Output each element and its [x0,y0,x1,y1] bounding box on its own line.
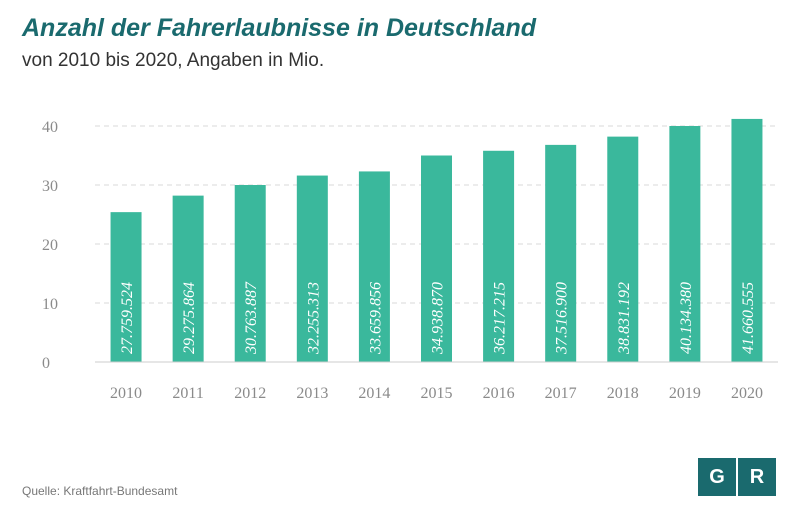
chart-title: Anzahl der Fahrerlaubnisse in Deutschlan… [22,14,537,42]
bar-2014 [358,171,390,362]
x-tick-label: 2018 [607,385,639,402]
bar-data-label: 27.759.524 [119,282,136,354]
x-tick-label: 2010 [110,385,142,402]
bars [110,118,763,362]
bar-data-label: 29.275.864 [181,282,198,354]
bar-data-label: 32.255.313 [305,282,322,355]
publisher-logo: G R [698,458,776,496]
bar-2017 [545,144,577,362]
bar-2011 [172,195,204,362]
x-axis-ticks: 2010 2011 2012 2013 2014 2015 2016 2017 2018 2019… [110,385,763,402]
x-tick-label: 2020 [731,385,763,402]
bar-data-labels: 27.759.524 29.275.864 30.763.887 32.255.313… [119,281,757,355]
y-tick-label: 10 [42,296,58,313]
chart-subtitle: von 2010 bis 2020, Angaben in Mio. [22,50,325,71]
x-tick-label: 2019 [669,385,701,402]
source-note: Quelle: Kraftfahrt-Bundesamt [22,484,178,498]
grid-lines [95,125,778,304]
bar-data-label: 33.659.856 [367,282,384,355]
bar-2012 [234,185,266,362]
bar-2015 [421,155,452,362]
y-tick-label: 0 [42,355,50,372]
logo-letter-left: G [698,458,736,496]
y-axis-ticks: 0 10 20 30 40 [42,119,58,372]
x-tick-label: 2017 [545,385,577,402]
x-tick-label: 2016 [483,385,515,402]
bar-data-label: 30.763.887 [243,281,260,355]
x-tick-label: 2014 [358,385,390,402]
bar-2013 [296,175,328,362]
bar-data-label: 34.938.870 [430,282,447,355]
x-tick-label: 2015 [421,385,453,402]
y-tick-label: 40 [42,119,58,136]
logo-letter-right: R [738,458,776,496]
bar-2018 [607,136,639,362]
bar-data-label: 36.217.215 [492,282,509,355]
bar-data-label: 37.516.900 [554,282,571,355]
x-tick-label: 2011 [172,385,203,402]
bar-2010 [110,212,142,362]
bar-2019 [669,126,701,362]
x-tick-label: 2012 [234,385,266,402]
bar-2020 [731,118,763,362]
bar-2016 [483,150,515,362]
x-tick-label: 2013 [296,385,328,402]
bar-data-label: 41.660.555 [740,282,757,354]
bar-data-label: 40.134.380 [678,282,695,354]
y-tick-label: 30 [42,178,58,195]
y-tick-label: 20 [42,237,58,254]
bar-data-label: 38.831.192 [616,282,633,355]
